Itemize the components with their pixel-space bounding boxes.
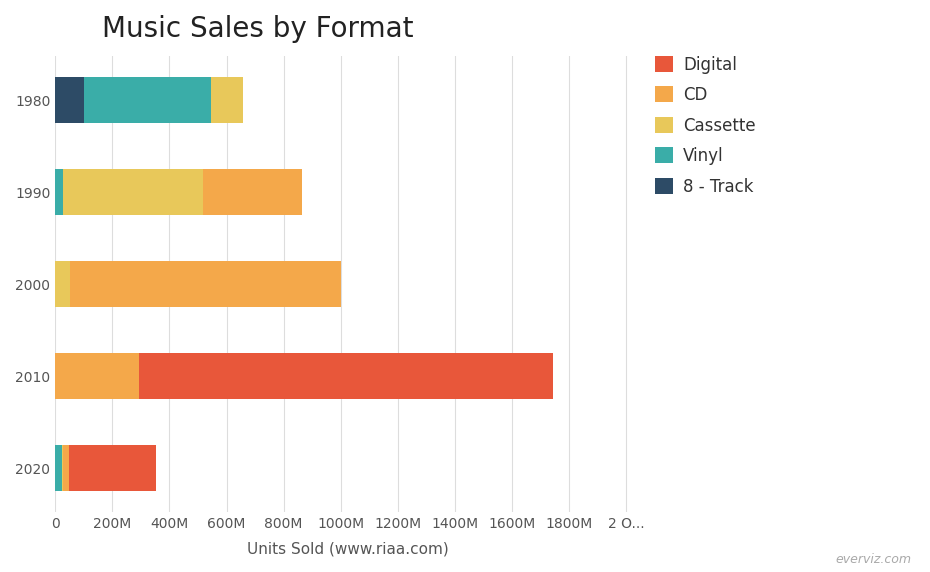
Bar	[203, 169, 301, 215]
Bar	[63, 169, 203, 215]
Bar	[211, 77, 243, 123]
Bar	[85, 77, 211, 123]
Bar	[63, 445, 69, 491]
Text: Music Sales by Format: Music Sales by Format	[102, 15, 414, 43]
Bar	[55, 261, 70, 307]
Bar	[61, 445, 63, 491]
Text: everviz.com: everviz.com	[835, 553, 911, 566]
Bar	[70, 261, 341, 307]
X-axis label: Units Sold (www.riaa.com): Units Sold (www.riaa.com)	[247, 542, 448, 557]
Bar	[140, 353, 553, 399]
Bar	[69, 445, 156, 491]
Bar	[55, 169, 63, 215]
Bar	[55, 77, 85, 123]
Bar	[55, 353, 140, 399]
Bar	[55, 445, 61, 491]
Legend: Digital, CD, Cassette, Vinyl, 8 - Track: Digital, CD, Cassette, Vinyl, 8 - Track	[655, 55, 755, 196]
